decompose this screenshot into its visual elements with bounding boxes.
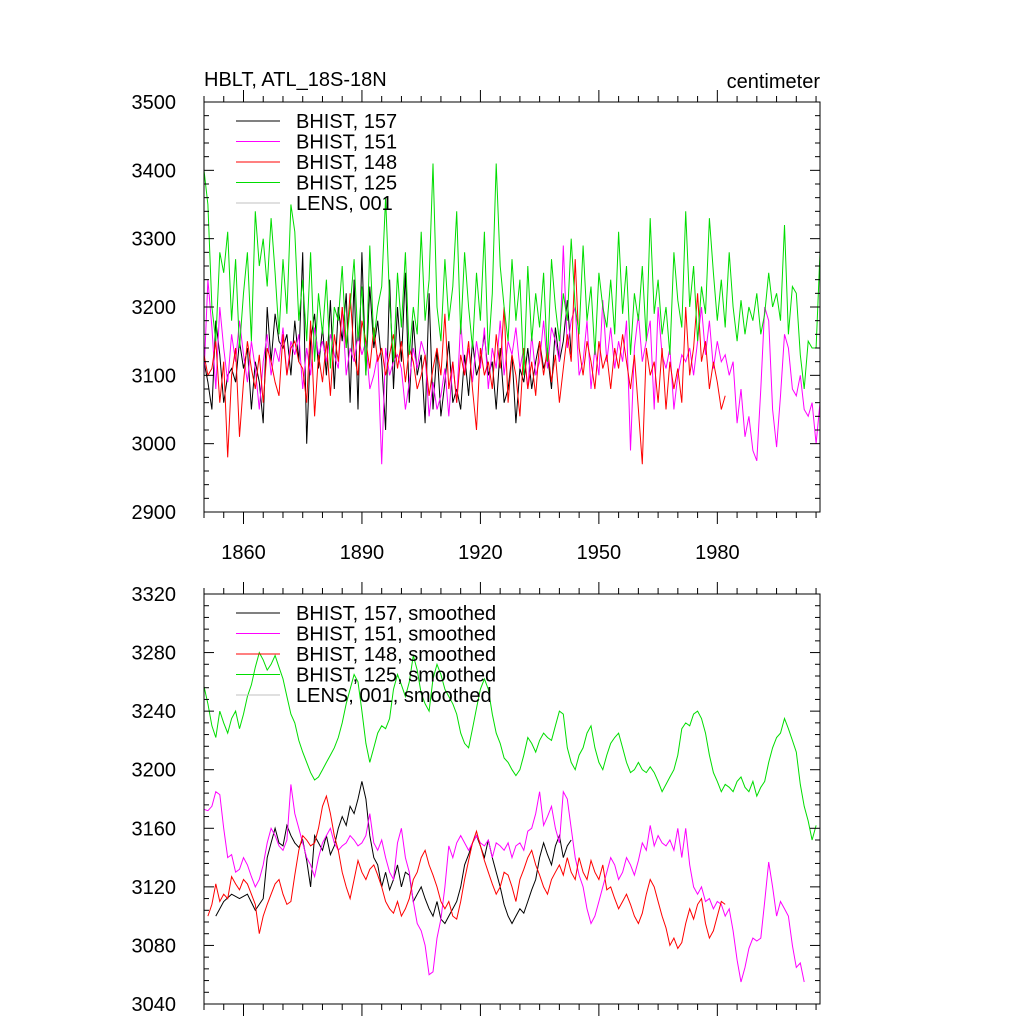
y-tick-label: 3040 bbox=[132, 994, 177, 1016]
plot-frame bbox=[203, 593, 821, 1005]
top-panel-title: HBLT, ATL_18S-18N bbox=[204, 69, 387, 91]
legend-label-0: BHIST, 157 bbox=[296, 111, 397, 133]
legend-label-0: BHIST, 157, smoothed bbox=[296, 603, 496, 625]
legend-label-3: BHIST, 125, smoothed bbox=[296, 665, 496, 687]
legend-label-1: BHIST, 151 bbox=[296, 132, 397, 154]
legend-label-2: BHIST, 148, smoothed bbox=[296, 644, 496, 666]
series-line-2 bbox=[207, 794, 726, 950]
y-tick-label: 3200 bbox=[132, 297, 177, 319]
y-tick-label: 3160 bbox=[132, 818, 177, 840]
legend-label-2: BHIST, 148 bbox=[296, 152, 397, 174]
series-line-0 bbox=[215, 781, 572, 925]
y-tick-label: 3280 bbox=[132, 643, 177, 665]
legend-label-3: BHIST, 125 bbox=[296, 173, 397, 195]
legend-label-1: BHIST, 151, smoothed bbox=[296, 624, 496, 646]
series-line-3 bbox=[203, 163, 821, 390]
top-panel-units: centimeter bbox=[727, 71, 821, 93]
x-tick-label: 1980 bbox=[695, 542, 740, 564]
series-line-2 bbox=[203, 259, 726, 465]
x-tick-label: 1890 bbox=[340, 542, 385, 564]
y-tick-label: 3500 bbox=[132, 92, 177, 114]
y-tick-label: 3400 bbox=[132, 160, 177, 182]
x-tick-label: 1950 bbox=[577, 542, 622, 564]
legend-label-4: LENS, 001, smoothed bbox=[296, 685, 492, 707]
bottom-panel: 3040 3080 3120 3160 3200 3240 3280 3320 BHIST, 1… bbox=[132, 582, 821, 1016]
y-tick-label: 3100 bbox=[132, 365, 177, 387]
top-panel: HBLT, ATL_18S-18N centimeter 2900 3000 310… bbox=[132, 69, 821, 564]
series-line-3 bbox=[203, 651, 817, 841]
y-tick-label: 3000 bbox=[132, 434, 177, 456]
y-tick-label: 2900 bbox=[132, 502, 177, 524]
y-tick-label: 3240 bbox=[132, 701, 177, 723]
x-tick-label: 1920 bbox=[458, 542, 503, 564]
y-tick-label: 3320 bbox=[132, 584, 177, 606]
y-tick-label: 3300 bbox=[132, 229, 177, 251]
y-tick-label: 3200 bbox=[132, 760, 177, 782]
y-tick-label: 3120 bbox=[132, 877, 177, 899]
series-line-0 bbox=[203, 252, 572, 444]
series-line-1 bbox=[203, 784, 805, 983]
y-tick-label: 3080 bbox=[132, 935, 177, 957]
legend-label-4: LENS, 001 bbox=[296, 193, 393, 215]
x-tick-label: 1860 bbox=[221, 542, 266, 564]
